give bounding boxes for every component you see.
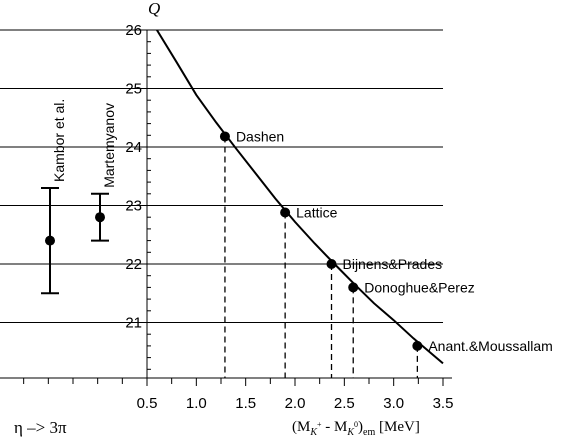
x-tick-label: 2.5: [334, 395, 355, 412]
x-label-k1: K: [309, 427, 318, 438]
x-tick-label: 3.5: [433, 395, 454, 412]
y-tick-label: 24: [125, 139, 142, 156]
data-point: [326, 259, 337, 269]
y-axis-label: Q: [148, 0, 160, 18]
error-bar-point: [45, 235, 55, 246]
data-point: [412, 340, 423, 351]
x-label-s1: +: [317, 420, 322, 429]
data-point: [280, 207, 291, 218]
error-bars: Kambor et al. Martemyanov: [41, 99, 117, 295]
error-bar-point: [95, 212, 105, 223]
x-tick-label: 3.0: [383, 395, 404, 412]
error-bar-label: Martemyanov: [101, 103, 117, 188]
tick-marks: [23, 29, 444, 386]
x-tick-label: 1.0: [186, 395, 207, 412]
error-bar-label: Kambor et al.: [51, 99, 67, 182]
q-curve: [156, 29, 444, 365]
data-point: [219, 131, 230, 142]
point-label: Lattice: [296, 205, 337, 221]
y-tick-label: 23: [125, 198, 142, 215]
data-points: Dashen Lattice Bijnens&Prades Donoghue&Pere…: [219, 128, 553, 354]
y-tick-label: 25: [125, 81, 142, 98]
x-label-k2: K: [346, 427, 355, 438]
point-label: Donoghue&Perez: [364, 279, 475, 295]
x-tick-label: 0.5: [137, 395, 158, 412]
grid-lines: [0, 29, 444, 323]
x-label-close: ): [358, 419, 363, 435]
x-axis-label: (MK+ - MK0)em [MeV]: [292, 419, 420, 438]
point-label: Bijnens&Prades: [343, 256, 443, 272]
x-tick-label: 2.0: [285, 395, 306, 412]
x-label-unit: [MeV]: [375, 419, 420, 435]
point-label: Dashen: [236, 128, 284, 144]
tick-labels: 0.5 1.0 1.5 2.0 2.5 3.0 3.5 21 22 23 24 25 26: [125, 22, 453, 412]
y-tick-label: 26: [125, 22, 142, 39]
y-tick-label: 22: [125, 256, 142, 273]
x-label-open: (M: [292, 419, 310, 435]
point-label: Anant.&Moussallam: [428, 338, 553, 354]
x-label-mid: - M: [322, 419, 348, 435]
x-label-s2: 0: [354, 420, 358, 429]
x-tick-label: 1.5: [235, 395, 256, 412]
axes: [0, 30, 452, 379]
left-label: η –> 3π: [14, 418, 67, 437]
data-point: [348, 282, 359, 293]
x-label-sub: em: [363, 427, 375, 438]
y-tick-label: 21: [125, 315, 142, 332]
dashed-drop-lines: [224, 136, 419, 378]
